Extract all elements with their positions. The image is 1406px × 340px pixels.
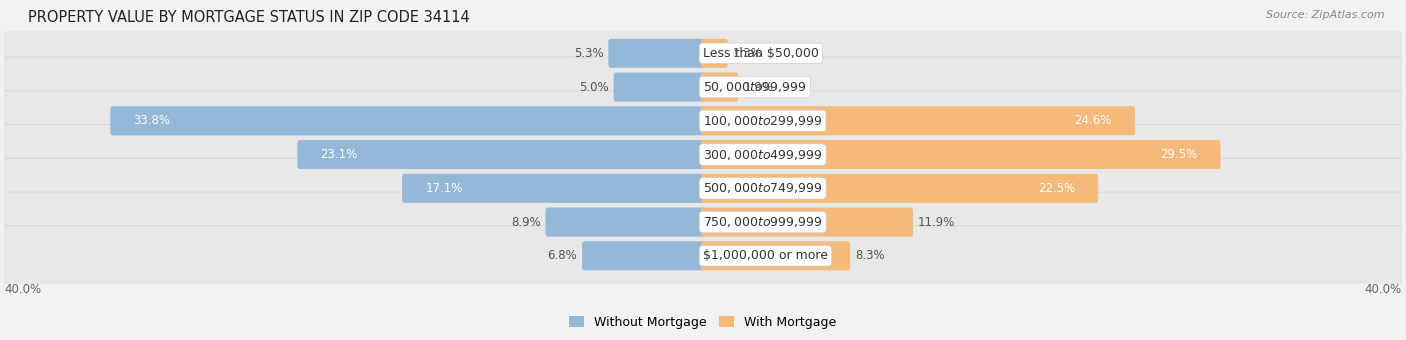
Legend: Without Mortgage, With Mortgage: Without Mortgage, With Mortgage xyxy=(564,311,842,334)
Text: $300,000 to $499,999: $300,000 to $499,999 xyxy=(703,148,823,162)
Text: 33.8%: 33.8% xyxy=(134,114,170,127)
Text: 11.9%: 11.9% xyxy=(918,216,955,228)
Text: Source: ZipAtlas.com: Source: ZipAtlas.com xyxy=(1267,10,1385,20)
Text: 22.5%: 22.5% xyxy=(1038,182,1076,195)
Text: 40.0%: 40.0% xyxy=(4,284,41,296)
Text: 1.3%: 1.3% xyxy=(733,47,762,60)
FancyBboxPatch shape xyxy=(702,241,851,270)
Text: $750,000 to $999,999: $750,000 to $999,999 xyxy=(703,215,823,229)
Text: 5.3%: 5.3% xyxy=(574,47,603,60)
Text: 5.0%: 5.0% xyxy=(579,81,609,94)
Text: 17.1%: 17.1% xyxy=(425,182,463,195)
Text: $50,000 to $99,999: $50,000 to $99,999 xyxy=(703,80,807,94)
Text: 29.5%: 29.5% xyxy=(1160,148,1198,161)
Text: 1.9%: 1.9% xyxy=(744,81,773,94)
FancyBboxPatch shape xyxy=(0,124,1406,185)
FancyBboxPatch shape xyxy=(0,226,1406,286)
FancyBboxPatch shape xyxy=(613,72,704,102)
Text: $100,000 to $299,999: $100,000 to $299,999 xyxy=(703,114,823,128)
Text: $500,000 to $749,999: $500,000 to $749,999 xyxy=(703,181,823,195)
FancyBboxPatch shape xyxy=(582,241,704,270)
FancyBboxPatch shape xyxy=(702,106,1135,135)
FancyBboxPatch shape xyxy=(402,174,704,203)
FancyBboxPatch shape xyxy=(546,207,704,237)
Text: 8.9%: 8.9% xyxy=(510,216,540,228)
Text: $1,000,000 or more: $1,000,000 or more xyxy=(703,249,828,262)
Text: 24.6%: 24.6% xyxy=(1074,114,1112,127)
Text: 23.1%: 23.1% xyxy=(321,148,357,161)
FancyBboxPatch shape xyxy=(0,23,1406,83)
FancyBboxPatch shape xyxy=(0,192,1406,252)
FancyBboxPatch shape xyxy=(702,140,1220,169)
FancyBboxPatch shape xyxy=(0,91,1406,151)
Text: 6.8%: 6.8% xyxy=(547,249,578,262)
FancyBboxPatch shape xyxy=(702,174,1098,203)
FancyBboxPatch shape xyxy=(297,140,704,169)
FancyBboxPatch shape xyxy=(0,57,1406,117)
FancyBboxPatch shape xyxy=(702,207,912,237)
FancyBboxPatch shape xyxy=(702,39,728,68)
FancyBboxPatch shape xyxy=(0,158,1406,218)
FancyBboxPatch shape xyxy=(609,39,704,68)
Text: 40.0%: 40.0% xyxy=(1365,284,1402,296)
FancyBboxPatch shape xyxy=(702,72,738,102)
Text: 8.3%: 8.3% xyxy=(855,249,884,262)
Text: PROPERTY VALUE BY MORTGAGE STATUS IN ZIP CODE 34114: PROPERTY VALUE BY MORTGAGE STATUS IN ZIP… xyxy=(28,10,470,25)
FancyBboxPatch shape xyxy=(111,106,704,135)
Text: Less than $50,000: Less than $50,000 xyxy=(703,47,818,60)
